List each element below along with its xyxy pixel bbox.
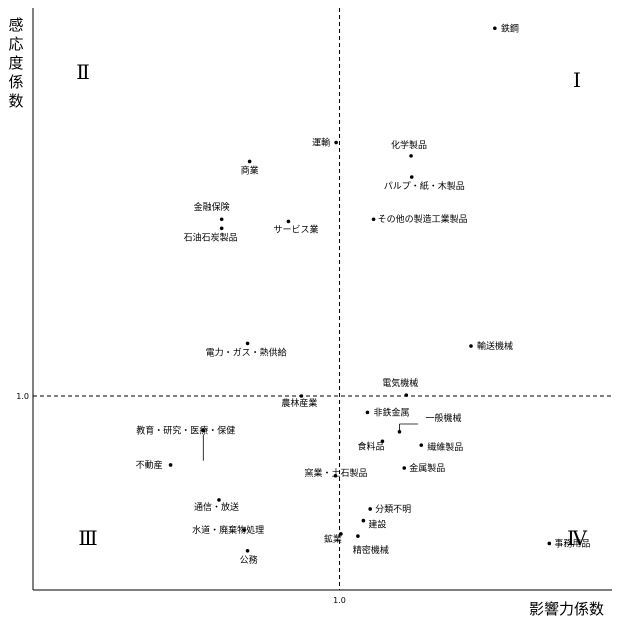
data-point [402,466,407,470]
point-label: 非鉄金属 [373,406,409,418]
data-point [469,344,473,348]
point-label: 公務 [240,554,258,566]
point-label: サービス業 [273,223,318,235]
point-label: 農林産業 [281,397,317,409]
point-label: 繊維製品 [427,441,463,453]
point-label: 金融保険 [194,201,230,213]
data-point [368,507,372,511]
data-point [409,175,414,179]
point-label: 運輸 [312,137,330,149]
quadrant-label: Ⅰ [573,68,581,92]
data-point [547,541,552,546]
data-point [201,428,206,433]
point-label: 石油石炭製品 [184,231,238,243]
data-point [365,410,370,415]
data-point [356,534,360,538]
point-label: 通信・放送 [194,501,239,513]
data-point [217,498,221,502]
point-label: 窯業・土石製品 [304,467,367,479]
quadrant-label: Ⅱ [76,60,90,84]
data-point [333,473,338,478]
data-point [339,532,343,536]
point-label: 一般機械 [425,412,461,424]
point-label: 鉄鋼 [501,22,519,34]
data-point [168,463,173,467]
point-label: 金属製品 [409,462,445,474]
data-point [242,528,246,532]
point-label: 電力・ガス・熱供給 [206,346,287,358]
quadrant-label: Ⅲ [78,526,97,550]
x-axis-title: 影響力係数 [529,600,604,618]
y-tick-label: 1.0 [16,392,29,401]
x-tick-label: 1.0 [333,596,346,605]
point-label: 分類不明 [375,504,411,515]
point-label: 事務用品 [554,537,590,549]
point-label: 商業 [241,164,259,176]
point-label: 鉱業 [324,533,342,545]
data-point [219,217,224,222]
data-point [419,443,424,447]
point-label: パルプ・紙・木製品 [384,180,465,192]
point-label: その他の製造工業製品 [378,213,468,225]
data-point [409,154,413,158]
data-point [361,518,366,523]
point-label: 輸送機械 [477,340,513,352]
data-point [245,548,250,553]
data-point [247,159,252,164]
data-point [371,217,376,222]
point-label: 電気機械 [382,377,418,389]
data-point [219,226,224,231]
point-label: 水道・廃棄物処理 [192,524,264,536]
data-point [334,140,338,145]
point-label: 教育・研究・医療・保健 [136,424,235,436]
point-label: 建設 [368,519,386,531]
point-label: 化学製品 [391,139,427,151]
data-point [286,219,291,224]
point-label: 食料品 [357,440,384,452]
data-point [404,393,409,397]
data-point [245,341,250,346]
data-point [493,26,497,31]
point-label: 精密機械 [353,544,389,556]
data-point [380,439,385,444]
quadrant-label: Ⅳ [567,526,588,550]
y-axis-title: 感応度係数 [8,16,23,110]
data-point [299,394,304,398]
point-label: 不動産 [136,459,163,471]
